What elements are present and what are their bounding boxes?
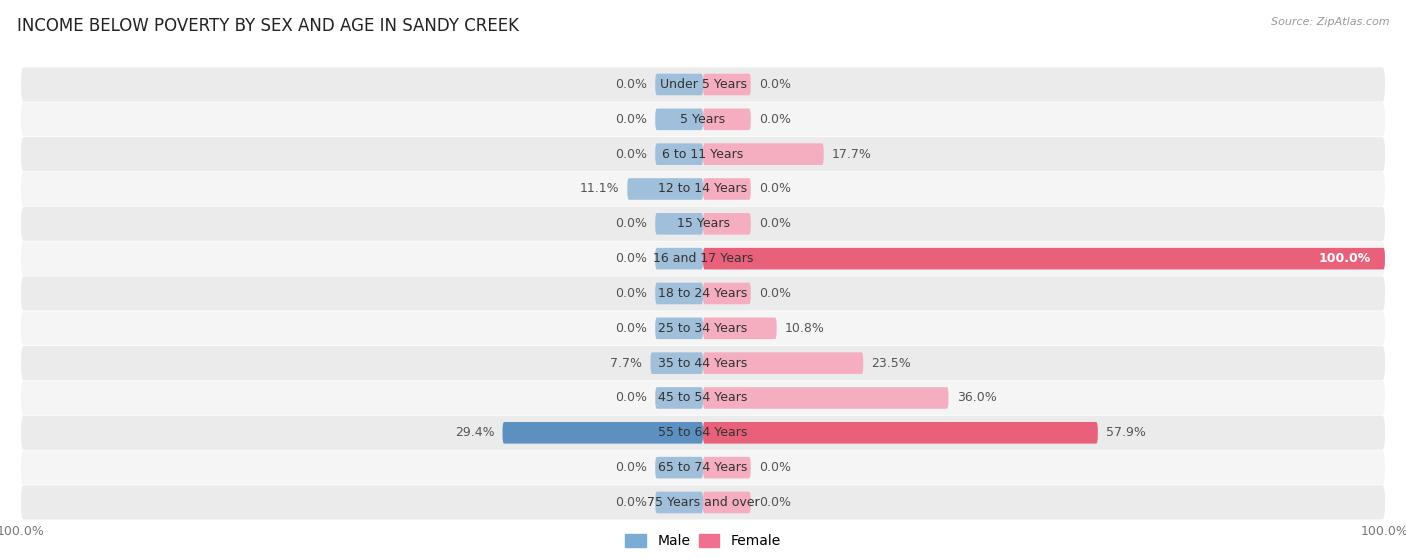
FancyBboxPatch shape	[655, 387, 703, 409]
FancyBboxPatch shape	[703, 492, 751, 513]
Legend: Male, Female: Male, Female	[620, 529, 786, 553]
FancyBboxPatch shape	[703, 318, 776, 339]
FancyBboxPatch shape	[703, 387, 949, 409]
Text: 0.0%: 0.0%	[614, 287, 647, 300]
FancyBboxPatch shape	[703, 74, 751, 95]
FancyBboxPatch shape	[655, 74, 703, 95]
Text: 0.0%: 0.0%	[614, 322, 647, 335]
FancyBboxPatch shape	[655, 248, 703, 269]
Text: 15 Years: 15 Years	[676, 217, 730, 230]
Text: 0.0%: 0.0%	[759, 287, 792, 300]
FancyBboxPatch shape	[651, 352, 703, 374]
FancyBboxPatch shape	[21, 311, 1385, 345]
FancyBboxPatch shape	[655, 108, 703, 130]
FancyBboxPatch shape	[655, 318, 703, 339]
FancyBboxPatch shape	[21, 207, 1385, 241]
FancyBboxPatch shape	[21, 276, 1385, 311]
Text: 12 to 14 Years: 12 to 14 Years	[658, 182, 748, 196]
Text: 25 to 34 Years: 25 to 34 Years	[658, 322, 748, 335]
Text: 0.0%: 0.0%	[759, 217, 792, 230]
Text: 75 Years and over: 75 Years and over	[647, 496, 759, 509]
FancyBboxPatch shape	[703, 352, 863, 374]
Text: 0.0%: 0.0%	[759, 496, 792, 509]
Text: 0.0%: 0.0%	[614, 252, 647, 265]
FancyBboxPatch shape	[21, 68, 1385, 102]
Text: 10.8%: 10.8%	[785, 322, 825, 335]
Text: 17.7%: 17.7%	[832, 148, 872, 160]
Text: 0.0%: 0.0%	[759, 78, 792, 91]
Text: 16 and 17 Years: 16 and 17 Years	[652, 252, 754, 265]
FancyBboxPatch shape	[21, 416, 1385, 450]
Text: Under 5 Years: Under 5 Years	[659, 78, 747, 91]
FancyBboxPatch shape	[703, 248, 1385, 269]
Text: 6 to 11 Years: 6 to 11 Years	[662, 148, 744, 160]
FancyBboxPatch shape	[21, 241, 1385, 276]
FancyBboxPatch shape	[502, 422, 703, 444]
FancyBboxPatch shape	[655, 143, 703, 165]
FancyBboxPatch shape	[703, 213, 751, 235]
FancyBboxPatch shape	[21, 485, 1385, 519]
FancyBboxPatch shape	[21, 346, 1385, 380]
Text: 0.0%: 0.0%	[614, 113, 647, 126]
Text: 0.0%: 0.0%	[614, 78, 647, 91]
Text: 57.9%: 57.9%	[1107, 427, 1146, 439]
FancyBboxPatch shape	[655, 213, 703, 235]
FancyBboxPatch shape	[655, 457, 703, 479]
Text: 29.4%: 29.4%	[454, 427, 495, 439]
Text: Source: ZipAtlas.com: Source: ZipAtlas.com	[1271, 17, 1389, 27]
Text: 7.7%: 7.7%	[610, 357, 643, 369]
FancyBboxPatch shape	[21, 102, 1385, 136]
Text: 35 to 44 Years: 35 to 44 Years	[658, 357, 748, 369]
FancyBboxPatch shape	[703, 422, 1098, 444]
Text: 0.0%: 0.0%	[614, 217, 647, 230]
FancyBboxPatch shape	[703, 143, 824, 165]
Text: 0.0%: 0.0%	[614, 496, 647, 509]
FancyBboxPatch shape	[21, 381, 1385, 415]
FancyBboxPatch shape	[655, 492, 703, 513]
FancyBboxPatch shape	[655, 283, 703, 304]
FancyBboxPatch shape	[703, 283, 751, 304]
Text: 65 to 74 Years: 65 to 74 Years	[658, 461, 748, 474]
Text: 100.0%: 100.0%	[1319, 252, 1371, 265]
Text: 0.0%: 0.0%	[614, 391, 647, 405]
FancyBboxPatch shape	[703, 178, 751, 200]
Text: 0.0%: 0.0%	[614, 461, 647, 474]
FancyBboxPatch shape	[21, 451, 1385, 485]
Text: 0.0%: 0.0%	[614, 148, 647, 160]
Text: 0.0%: 0.0%	[759, 113, 792, 126]
Text: 0.0%: 0.0%	[759, 461, 792, 474]
Text: 5 Years: 5 Years	[681, 113, 725, 126]
Text: 55 to 64 Years: 55 to 64 Years	[658, 427, 748, 439]
Text: 45 to 54 Years: 45 to 54 Years	[658, 391, 748, 405]
FancyBboxPatch shape	[21, 172, 1385, 206]
Text: 36.0%: 36.0%	[956, 391, 997, 405]
Text: 23.5%: 23.5%	[872, 357, 911, 369]
Text: 11.1%: 11.1%	[579, 182, 619, 196]
FancyBboxPatch shape	[703, 108, 751, 130]
Text: 0.0%: 0.0%	[759, 182, 792, 196]
FancyBboxPatch shape	[21, 137, 1385, 171]
FancyBboxPatch shape	[627, 178, 703, 200]
Text: INCOME BELOW POVERTY BY SEX AND AGE IN SANDY CREEK: INCOME BELOW POVERTY BY SEX AND AGE IN S…	[17, 17, 519, 35]
Text: 18 to 24 Years: 18 to 24 Years	[658, 287, 748, 300]
FancyBboxPatch shape	[703, 457, 751, 479]
